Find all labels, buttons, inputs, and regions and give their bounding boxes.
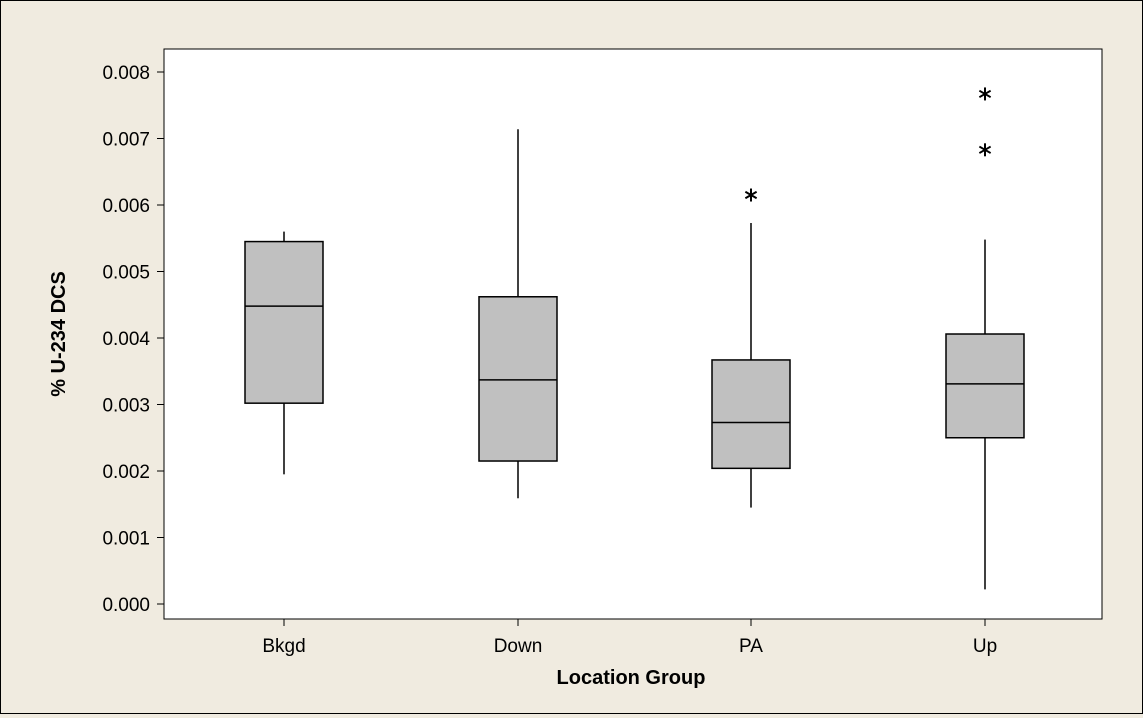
box-down — [478, 296, 558, 462]
y-tick-label-5: 0.005 — [102, 263, 150, 284]
box-up — [945, 333, 1025, 439]
box-pa — [711, 359, 791, 470]
y-tick-label-8: 0.008 — [102, 63, 150, 84]
y-tick-label-4: 0.004 — [102, 329, 150, 350]
y-axis: 0.000 0.001 0.002 0.003 0.004 0.005 0.006 0.007… — [102, 63, 164, 616]
x-tick-label-0: Bkgd — [262, 636, 305, 657]
y-tick-label-7: 0.007 — [102, 130, 150, 151]
outlier-up-1 — [978, 87, 992, 101]
x-axis: Bkgd Down PA Up — [262, 619, 997, 657]
box-group-bkgd — [244, 231, 324, 475]
box-group-down — [478, 129, 558, 499]
outlier-up-0 — [978, 143, 992, 157]
y-tick-label-2: 0.002 — [102, 462, 150, 483]
y-tick-label-1: 0.001 — [102, 529, 150, 550]
box-group-up — [945, 87, 1025, 590]
box-bkgd — [244, 240, 324, 404]
y-tick-label-0: 0.000 — [102, 595, 150, 616]
boxes — [244, 87, 1025, 590]
box-group-pa — [711, 188, 791, 508]
y-tick-label-3: 0.003 — [102, 396, 150, 417]
x-axis-title: Location Group — [557, 667, 706, 689]
x-tick-label-3: Up — [973, 636, 997, 657]
y-axis-title: % U-234 DCS — [48, 271, 70, 397]
x-tick-label-2: PA — [739, 636, 763, 657]
x-tick-label-1: Down — [494, 636, 543, 657]
outlier-pa-0 — [744, 188, 758, 202]
y-tick-label-6: 0.006 — [102, 196, 150, 217]
